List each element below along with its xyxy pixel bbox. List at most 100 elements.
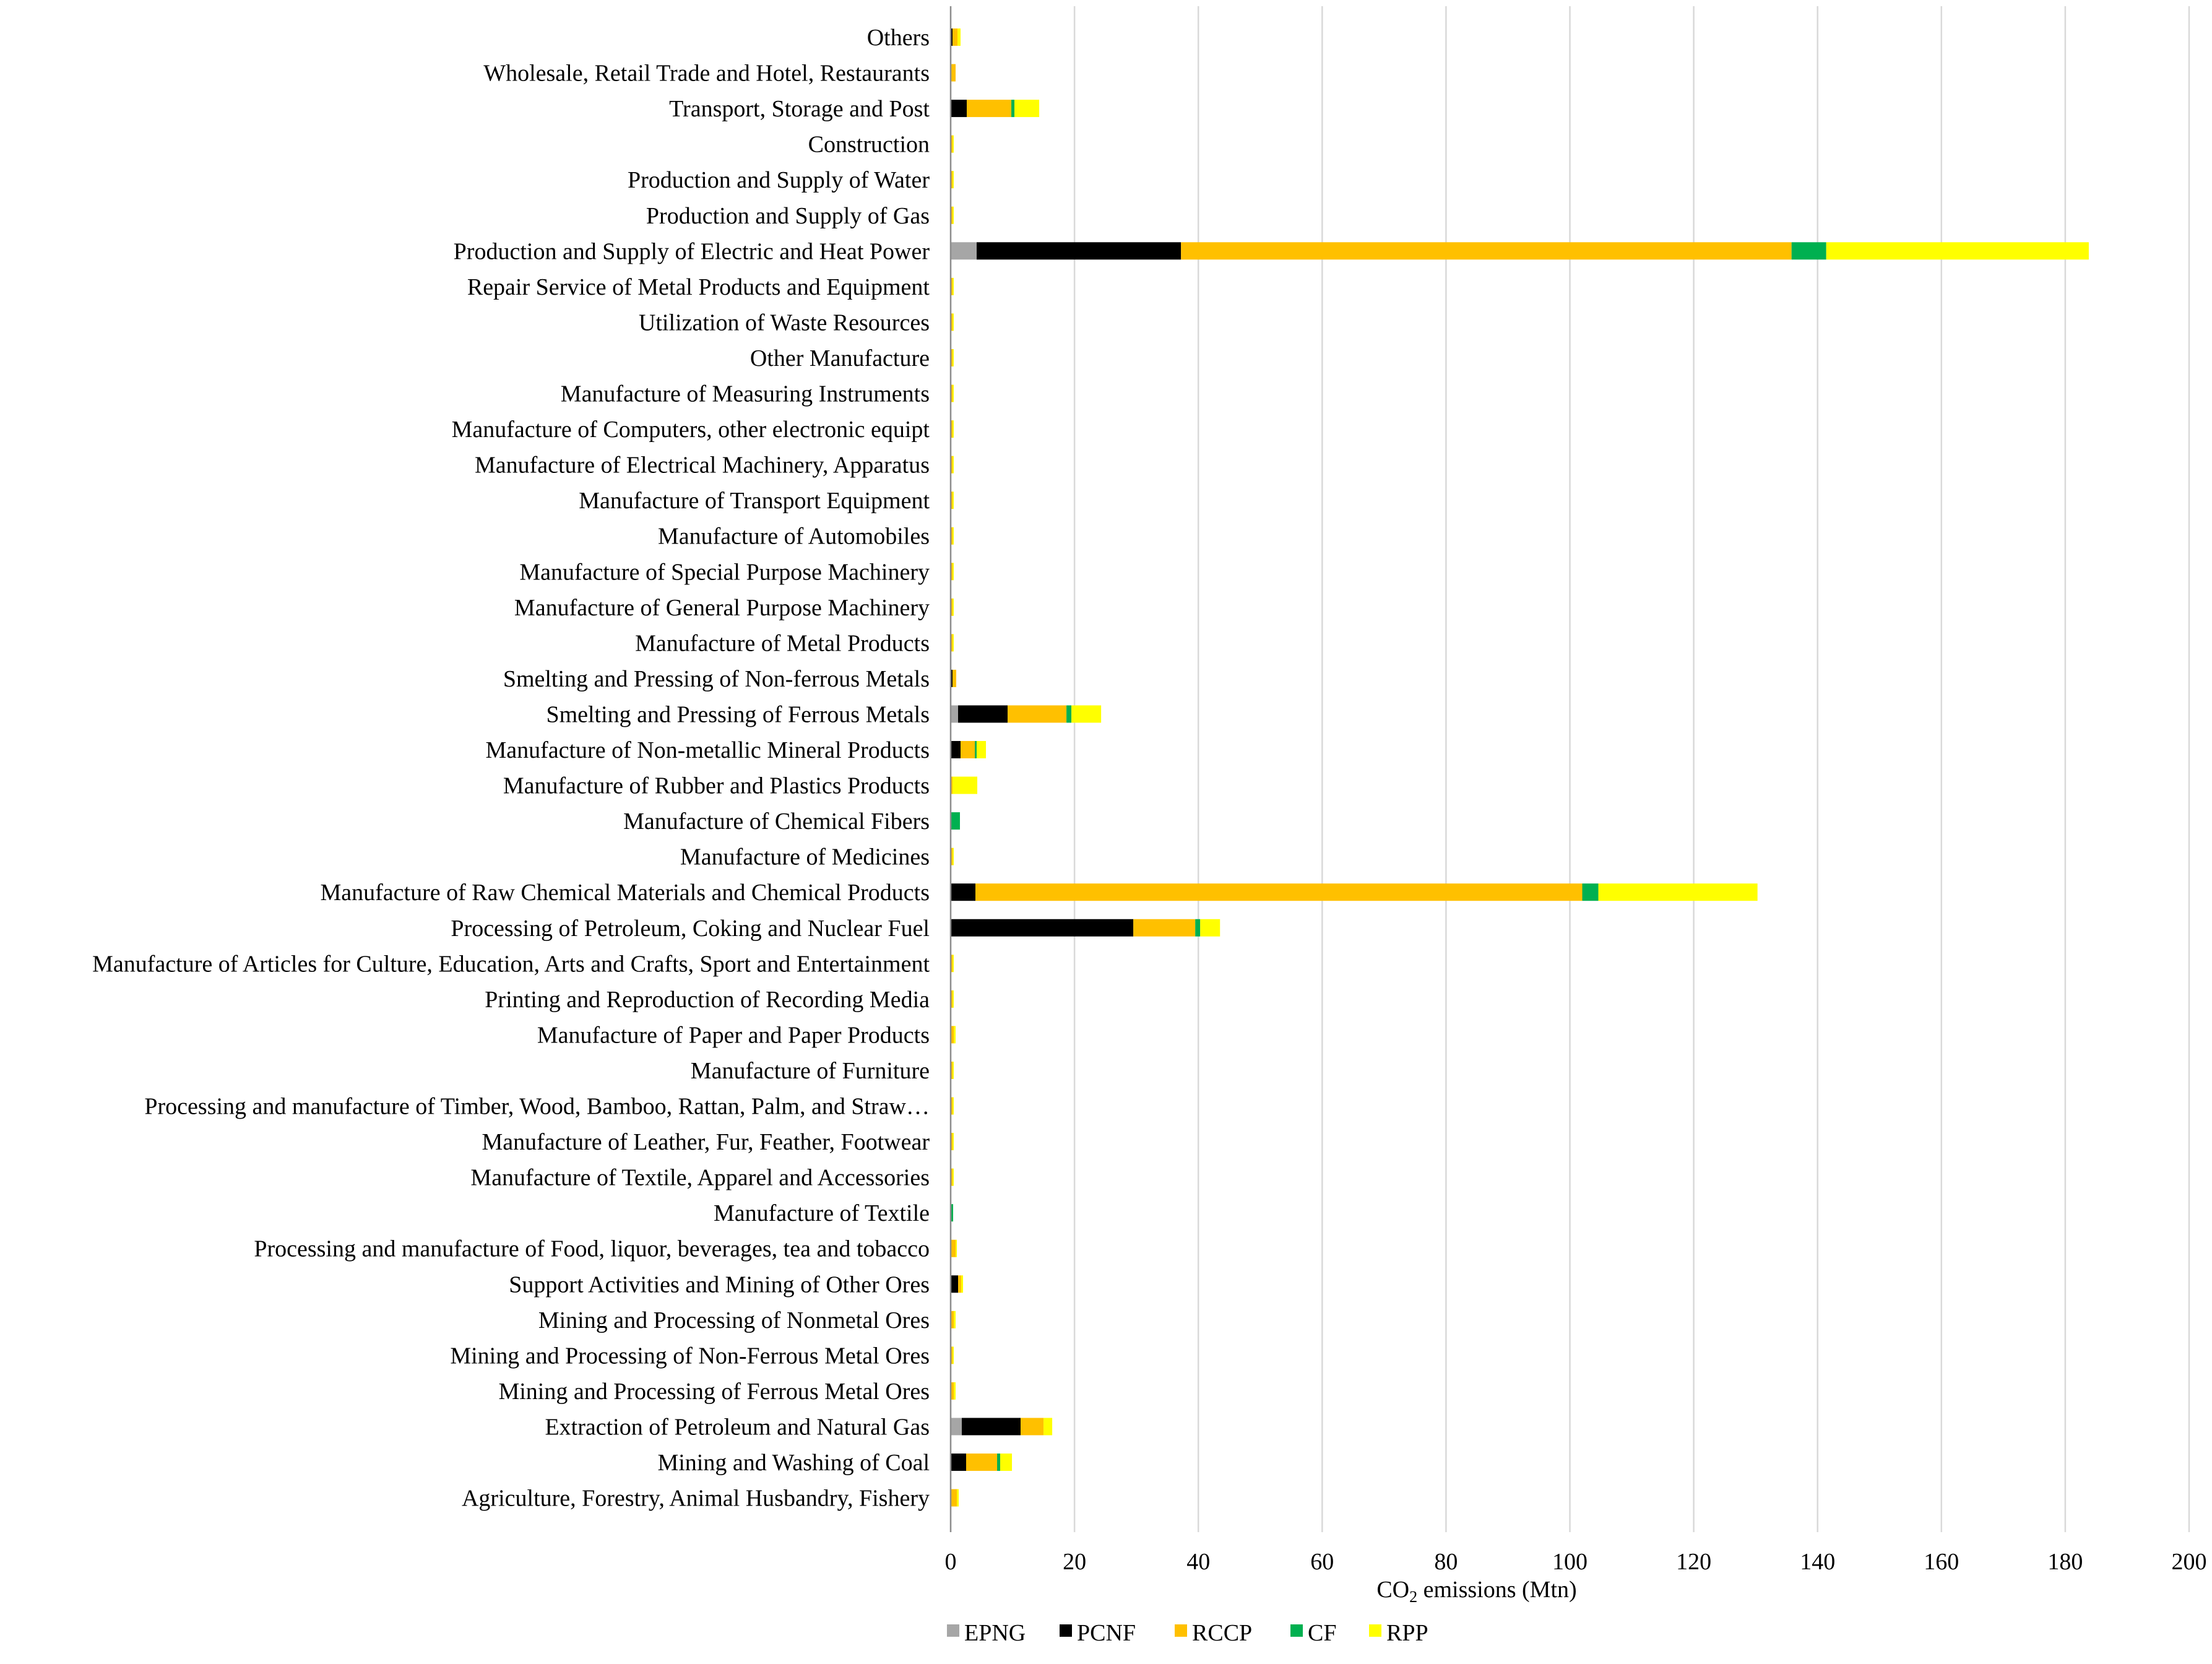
category-label: Others xyxy=(867,25,930,51)
bar-segment-rpp xyxy=(1826,242,2089,260)
bar-segment-rpp xyxy=(1000,1454,1013,1471)
bar-segment-rccp xyxy=(951,1489,957,1507)
category-label: Other Manufacture xyxy=(750,345,930,371)
bar-segment-pcnf xyxy=(977,242,1182,260)
category-label: Mining and Processing of Non-Ferrous Met… xyxy=(450,1343,930,1369)
category-label: Printing and Reproduction of Recording M… xyxy=(485,987,930,1013)
category-label: Production and Supply of Electric and He… xyxy=(454,238,930,264)
category-label: Manufacture of Electrical Machinery, App… xyxy=(475,453,930,479)
bar-segment-rpp xyxy=(957,28,961,46)
category-label: Manufacture of Computers, other electron… xyxy=(452,417,930,443)
legend-swatch xyxy=(947,1624,959,1637)
category-label: Agriculture, Forestry, Animal Husbandry,… xyxy=(462,1486,930,1512)
bar-segment-rpp xyxy=(956,1239,957,1257)
bar-segment-rpp xyxy=(961,1275,964,1293)
category-label: Mining and Processing of Nonmetal Ores xyxy=(538,1307,930,1333)
bar-segment-pcnf xyxy=(951,741,961,758)
bar-segment-rccp xyxy=(951,456,953,474)
legend-item-rpp: RPP xyxy=(1369,1620,1428,1646)
bar-segment-rpp xyxy=(954,1382,956,1400)
bar-segment-rpp xyxy=(957,1489,959,1507)
bar-segment-epng xyxy=(951,1418,962,1436)
category-label: Manufacture of Measuring Instruments xyxy=(561,381,930,407)
category-label: Processing and manufacture of Timber, Wo… xyxy=(144,1094,930,1120)
legend-swatch xyxy=(1290,1624,1303,1637)
x-tick-label: 80 xyxy=(1434,1549,1458,1575)
category-label: Manufacture of Articles for Culture, Edu… xyxy=(92,951,930,977)
bar-segment-cf xyxy=(997,1454,1001,1471)
category-label: Manufacture of Paper and Paper Products xyxy=(537,1022,930,1048)
bar-segment-rpp xyxy=(953,277,954,295)
bar-segment-rpp xyxy=(1598,883,1758,901)
bar-segment-rccp xyxy=(951,634,953,652)
category-label: Smelting and Pressing of Ferrous Metals xyxy=(546,701,930,727)
category-label: Production and Supply of Water xyxy=(628,167,930,193)
legend-swatch xyxy=(1369,1624,1381,1637)
bar-segment-rccp xyxy=(951,563,953,581)
bar-segment-pcnf xyxy=(951,1454,967,1471)
x-tick-label: 120 xyxy=(1676,1549,1711,1575)
category-label: Manufacture of Non-metallic Mineral Prod… xyxy=(485,737,930,763)
category-label: Mining and Processing of Ferrous Metal O… xyxy=(498,1379,930,1405)
x-tick-label: 180 xyxy=(2047,1549,2083,1575)
bar-segment-rpp xyxy=(953,1097,954,1115)
legend-item-cf: CF xyxy=(1290,1620,1336,1646)
x-tick-label: 160 xyxy=(1924,1549,1959,1575)
bar-segment-rccp xyxy=(953,28,958,46)
bar-segment-rccp xyxy=(951,420,953,438)
bar-segment-rccp xyxy=(951,955,953,973)
category-label: Manufacture of Furniture xyxy=(691,1058,930,1084)
category-label: Smelting and Pressing of Non-ferrous Met… xyxy=(503,666,930,692)
bar-segment-rccp xyxy=(966,1454,998,1471)
bar-segment-pcnf xyxy=(951,1275,959,1293)
bar-segment-rpp xyxy=(953,492,954,509)
bar-segment-rccp xyxy=(951,990,953,1008)
legend-item-pcnf: PCNF xyxy=(1060,1620,1136,1646)
category-label: Mining and Washing of Coal xyxy=(657,1450,930,1476)
category-label: Manufacture of Textile, Apparel and Acce… xyxy=(470,1165,930,1191)
gridlines xyxy=(1073,6,2190,1532)
bar-segment-pcnf xyxy=(951,919,1134,937)
category-label: Manufacture of General Purpose Machinery xyxy=(514,595,930,621)
bar-segment-rpp xyxy=(953,598,954,616)
bar-segment-pcnf xyxy=(951,100,967,118)
bar-segment-rpp xyxy=(953,1061,954,1079)
category-label: Wholesale, Retail Trade and Hotel, Resta… xyxy=(483,61,930,87)
legend-item-epng: EPNG xyxy=(947,1620,1026,1646)
bar-segment-rpp xyxy=(953,634,954,652)
bar-segment-rpp xyxy=(954,1311,956,1328)
bar-segment-rpp xyxy=(953,135,954,153)
x-tick-label: 40 xyxy=(1186,1549,1210,1575)
category-label: Manufacture of Automobiles xyxy=(658,524,930,550)
category-label: Manufacture of Medicines xyxy=(680,844,930,870)
bar-segment-rpp xyxy=(953,1168,954,1186)
bar-segment-rccp xyxy=(953,669,957,687)
bar-segment-rccp xyxy=(951,1168,953,1186)
legend-label: RCCP xyxy=(1192,1620,1252,1646)
bar-segment-pcnf xyxy=(958,705,1008,723)
bar-segment-rccp xyxy=(951,349,953,366)
bar-segment-rpp xyxy=(953,563,954,581)
bar-segment-rccp xyxy=(951,1382,954,1400)
legend-item-rccp: RCCP xyxy=(1175,1620,1252,1646)
bar-segment-cf xyxy=(1195,919,1201,937)
bar-segment-rccp xyxy=(951,206,953,224)
category-label: Manufacture of Textile xyxy=(714,1200,930,1226)
bar-segment-cf xyxy=(975,741,977,758)
x-tick-labels: 0 20 40 60 80 100 120 140 160 180 200 xyxy=(945,1549,2207,1575)
bar-segment-rccp xyxy=(951,1239,956,1257)
bar-segment-rpp xyxy=(953,990,954,1008)
bar-segment-rccp xyxy=(961,741,975,758)
bar-segment-rccp xyxy=(951,171,953,189)
bar-segment-rpp xyxy=(977,741,987,758)
bar-segment-cf xyxy=(1011,100,1015,118)
bar-segment-rccp xyxy=(951,313,953,331)
category-label: Utilization of Waste Resources xyxy=(639,310,930,336)
bar-segment-rpp xyxy=(954,1026,956,1044)
bar-segment-rpp xyxy=(953,456,954,474)
bar-segment-rccp xyxy=(951,1311,954,1328)
x-tick-label: 60 xyxy=(1310,1549,1334,1575)
bar-segment-rccp xyxy=(951,1097,953,1115)
bar-segment-rccp xyxy=(951,776,953,794)
